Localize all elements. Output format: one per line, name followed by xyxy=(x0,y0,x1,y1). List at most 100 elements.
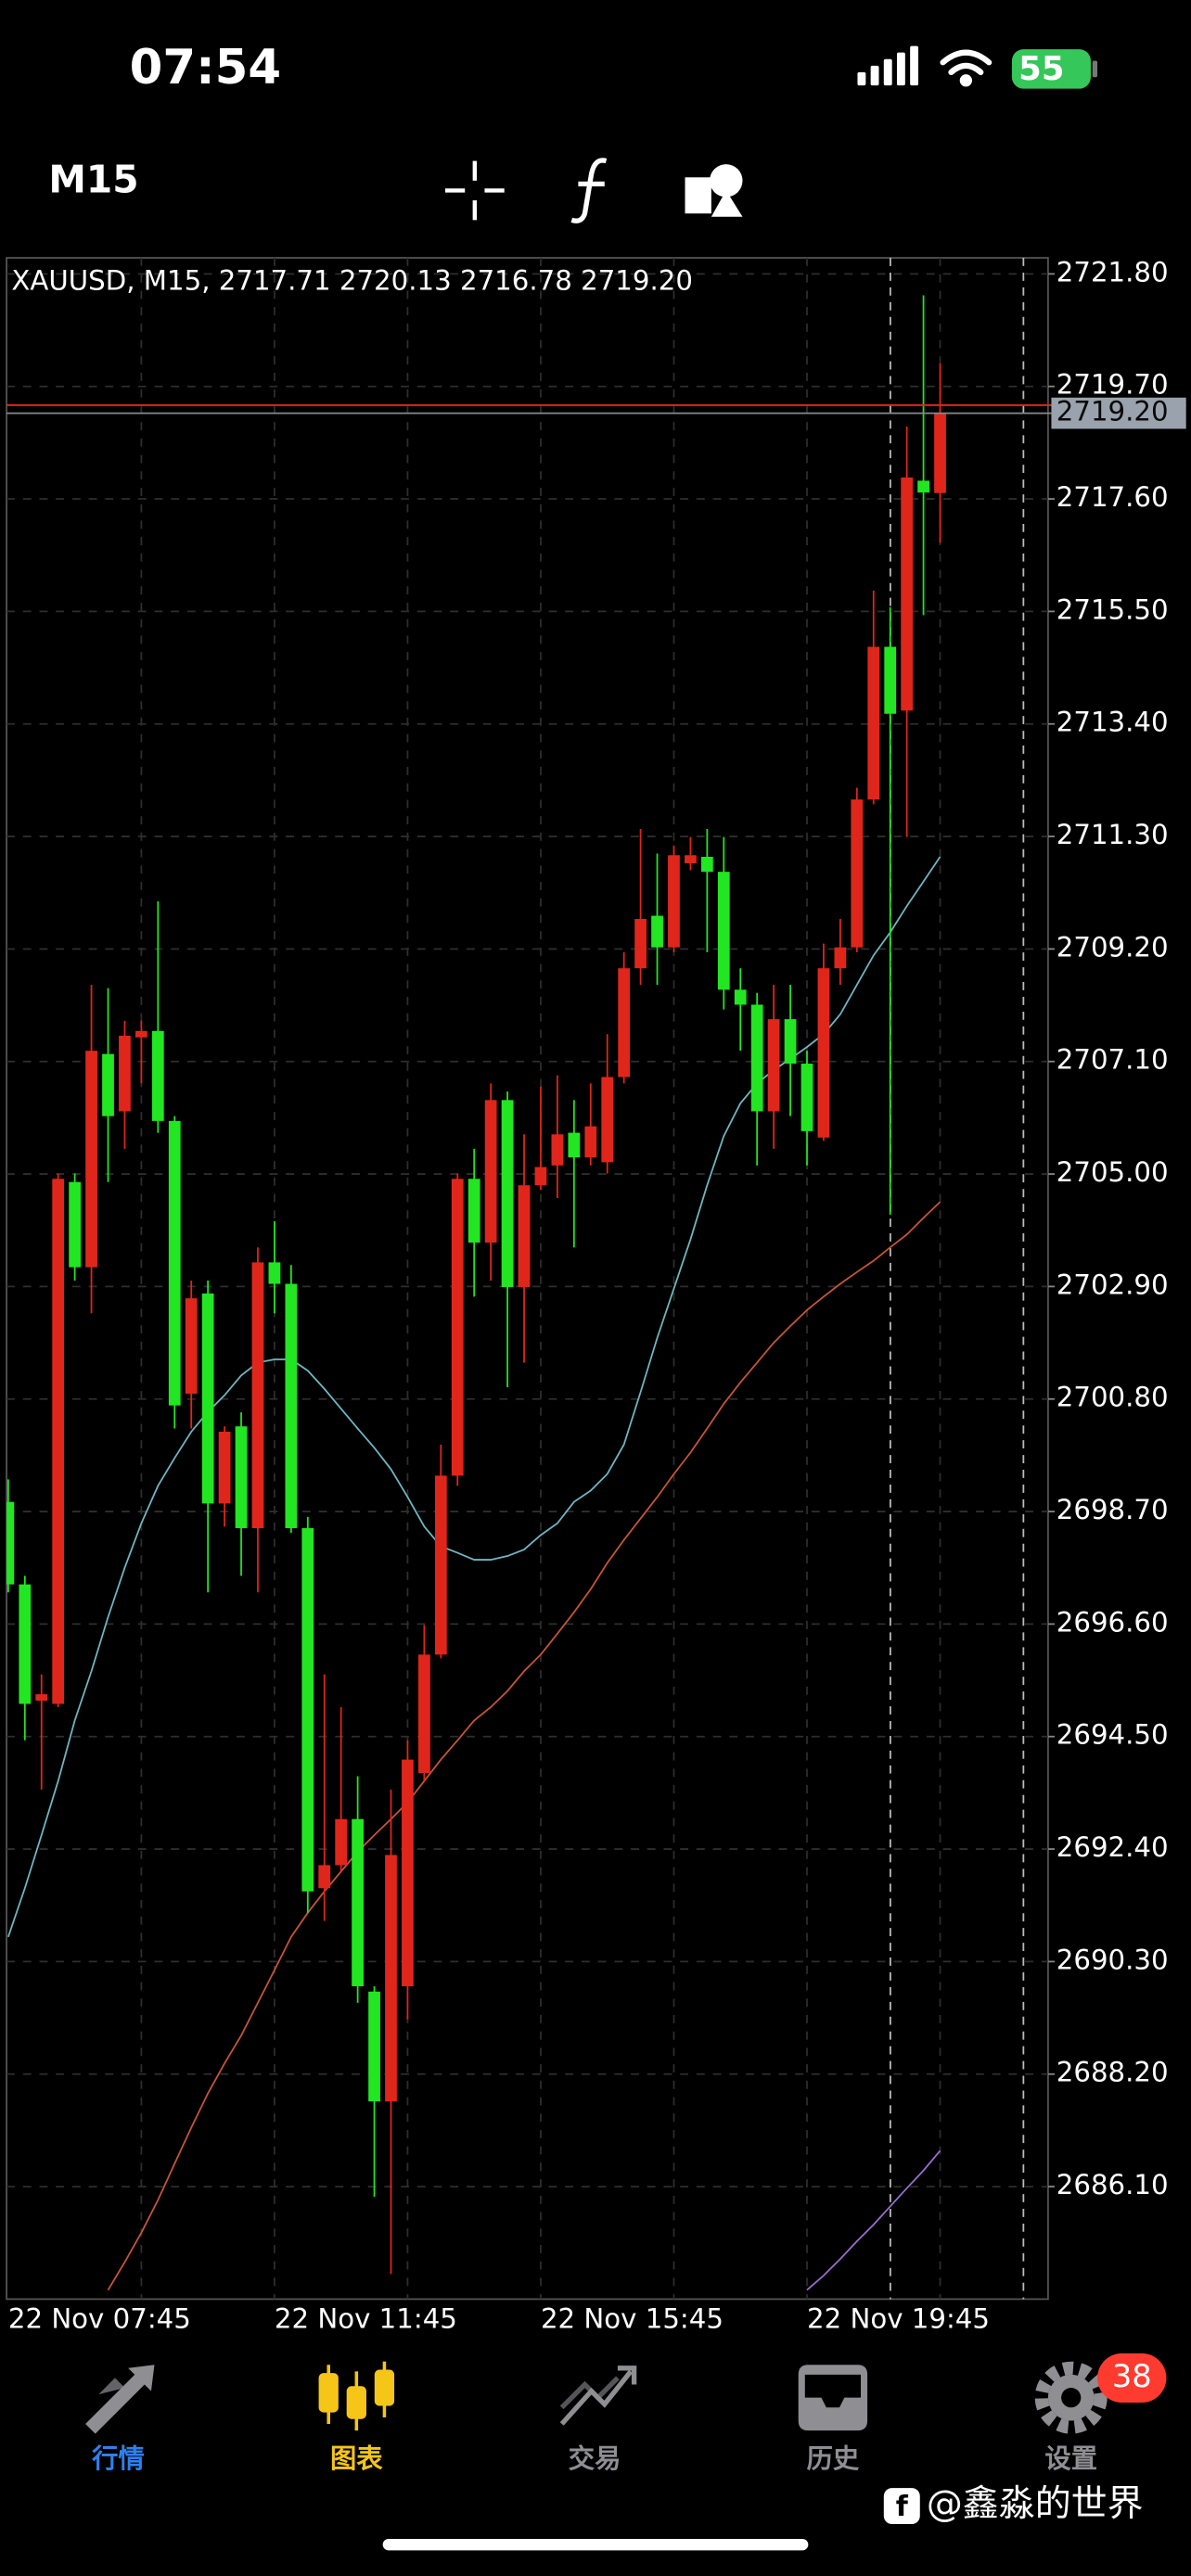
battery-cap xyxy=(1092,60,1098,78)
candle-body xyxy=(484,1100,497,1243)
battery-level: 55 xyxy=(1018,50,1064,88)
candle-body xyxy=(750,1004,763,1112)
badge xyxy=(1097,2353,1167,2403)
candle-body xyxy=(119,1035,131,1112)
candle-body xyxy=(268,1262,281,1284)
tab-chart-icon[interactable] xyxy=(318,2361,395,2431)
candle-body xyxy=(800,1064,813,1131)
candle-body xyxy=(135,1030,147,1038)
battery xyxy=(1011,49,1091,89)
candle-body xyxy=(784,1019,797,1065)
candle-body xyxy=(185,1298,198,1394)
candle-body xyxy=(35,1694,48,1702)
candle-body xyxy=(851,799,864,948)
candle-body xyxy=(501,1100,514,1287)
y-tick-label: 2715.50 xyxy=(1057,593,1169,625)
y-tick-label: 2688.20 xyxy=(1057,2057,1169,2088)
candle-body xyxy=(451,1179,464,1476)
y-tick-label: 2690.30 xyxy=(1057,1944,1169,1975)
x-tick-label: 22 Nov 07:45 xyxy=(8,2302,191,2334)
plot-area xyxy=(6,295,946,2291)
y-tick-label: 2711.30 xyxy=(1057,819,1169,850)
moving-average xyxy=(7,856,941,1938)
candle-body xyxy=(201,1293,214,1504)
axes: 2721.80 2719.70 2717.60 2715.50 2713.40 2711.… xyxy=(6,256,1186,2334)
y-tick-label: 2709.20 xyxy=(1057,931,1169,963)
y-tick-label: 2717.60 xyxy=(1057,481,1169,513)
candle-body xyxy=(700,857,713,873)
candle-body xyxy=(385,1855,397,2102)
candle-body xyxy=(52,1179,65,1704)
tab-label[interactable]: 图表 xyxy=(330,2443,383,2474)
candle-body xyxy=(651,915,663,948)
x-tick-label: 22 Nov 19:45 xyxy=(807,2302,990,2334)
home-indicator xyxy=(382,2538,809,2551)
candle-body xyxy=(6,1501,15,1585)
y-tick-label: 2686.10 xyxy=(1057,2169,1169,2200)
candle-body xyxy=(235,1426,248,1528)
y-tick-label: 2705.00 xyxy=(1057,1156,1169,1188)
tab-quotes-icon[interactable] xyxy=(85,2365,155,2434)
candle-body xyxy=(85,1051,97,1268)
wifi-icon xyxy=(940,49,992,87)
candle-body xyxy=(69,1181,82,1268)
badge-count: 38 xyxy=(1112,2358,1152,2394)
candle-body xyxy=(634,919,647,969)
tab-history-icon[interactable] xyxy=(798,2365,868,2431)
crosshair-button[interactable] xyxy=(444,160,505,221)
tab-label[interactable]: 设置 xyxy=(1044,2443,1097,2474)
candle-body xyxy=(518,1185,531,1287)
candle-body xyxy=(685,855,697,863)
moving-average xyxy=(806,2149,941,2291)
candle-body xyxy=(834,947,847,969)
y-tick-label: 2702.90 xyxy=(1057,1269,1169,1300)
candle-body xyxy=(668,855,680,948)
tab-trade-icon[interactable] xyxy=(559,2366,637,2426)
candle-body xyxy=(917,480,929,493)
candle-body xyxy=(734,989,747,1005)
candle-body xyxy=(168,1120,181,1406)
bid-price-box xyxy=(1051,397,1186,429)
tab-label[interactable]: 交易 xyxy=(569,2443,621,2474)
candle-body xyxy=(285,1283,298,1528)
tab-settings-icon[interactable] xyxy=(1034,2361,1108,2434)
moving-average xyxy=(107,1201,941,2291)
candle-body xyxy=(767,1019,780,1112)
candle-body xyxy=(19,1584,32,1704)
candle-body xyxy=(717,872,730,990)
candle-body xyxy=(151,1030,164,1121)
candle-body xyxy=(867,646,880,800)
timeframe[interactable]: M15 xyxy=(48,158,138,202)
indicators-button[interactable] xyxy=(570,158,608,223)
candle-body xyxy=(402,1759,414,1986)
objects-button[interactable] xyxy=(685,164,743,217)
y-tick-label: 2707.10 xyxy=(1057,1044,1169,1076)
y-tick-label: 2719.70 xyxy=(1057,369,1169,401)
tab-label[interactable]: 历史 xyxy=(807,2443,860,2474)
y-tick-label: 2694.50 xyxy=(1057,1719,1169,1751)
candle-body xyxy=(934,413,946,493)
y-tick-label: 2721.80 xyxy=(1057,256,1169,287)
candle-body xyxy=(568,1132,581,1158)
y-tick-label: 2698.70 xyxy=(1057,1494,1169,1525)
x-tick-label: 22 Nov 15:45 xyxy=(541,2302,724,2334)
candle-body xyxy=(618,968,631,1078)
candle-body xyxy=(318,1865,331,1889)
candle-body xyxy=(601,1077,614,1163)
y-tick-label: 2713.40 xyxy=(1057,707,1169,738)
bid-price-label: 2719.20 xyxy=(1057,396,1169,427)
y-tick-label: 2700.80 xyxy=(1057,1382,1169,1413)
status-time: 07:54 xyxy=(130,40,281,96)
watermark-icon xyxy=(883,2488,920,2525)
candle-body xyxy=(251,1262,264,1528)
y-tick-label: 2696.60 xyxy=(1057,1606,1169,1638)
candle-body xyxy=(551,1134,564,1166)
candle-body xyxy=(102,1053,114,1116)
y-tick-label: 2692.40 xyxy=(1057,1831,1169,1863)
tab-label[interactable]: 行情 xyxy=(91,2443,145,2474)
watermark-icon-glyph: f xyxy=(896,2491,909,2523)
signal-icon xyxy=(857,45,919,86)
